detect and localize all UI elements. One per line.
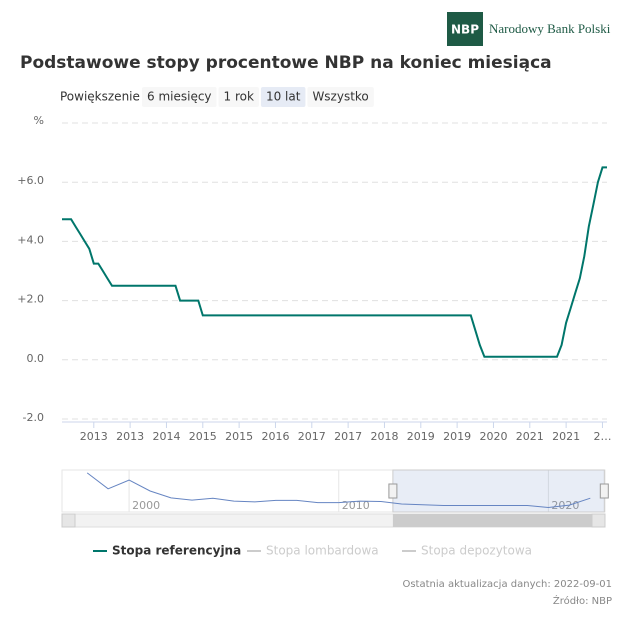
updated: Ostatnia aktualizacja danych: 2022-09-01 xyxy=(402,579,612,590)
chart-title: Podstawowe stopy procentowe NBP na konie… xyxy=(20,53,552,73)
x-tick-label: 2021 xyxy=(516,430,544,443)
x-tick-label: 2013 xyxy=(116,430,144,443)
navigator-handle[interactable] xyxy=(599,483,609,499)
range-button[interactable] xyxy=(260,87,306,107)
logo-box xyxy=(447,12,483,46)
navigator-handle[interactable] xyxy=(388,483,398,499)
x-tick-label: 2019 xyxy=(407,430,435,443)
series-line xyxy=(62,166,607,358)
legend-label[interactable]: Stopa lombardowa xyxy=(266,544,379,558)
x-tick-label: 2015 xyxy=(189,430,217,443)
scroll-left[interactable] xyxy=(61,513,76,528)
legend-label[interactable]: Stopa referencyjna xyxy=(112,544,241,558)
y-tick-label: +4.0 xyxy=(17,233,44,246)
x-tick-label: 2014 xyxy=(152,430,180,443)
scrollbar-thumb[interactable] xyxy=(392,514,605,527)
range-button-label[interactable]: 6 miesięcy xyxy=(147,90,212,104)
x-tick-label: 2019 xyxy=(443,430,471,443)
logo: NBP xyxy=(451,23,479,37)
y-tick-label: +6.0 xyxy=(17,174,44,187)
range-button[interactable] xyxy=(307,87,374,107)
range-button-label[interactable]: 1 rok xyxy=(224,90,254,104)
x-tick-label: 2013 xyxy=(80,430,108,443)
range-button-label[interactable]: Wszystko xyxy=(312,90,368,104)
range-label: Powiększenie xyxy=(60,90,140,104)
x-tick-label: 2018 xyxy=(370,430,398,443)
range-button[interactable] xyxy=(142,87,217,107)
y-axis-label: % xyxy=(34,114,44,127)
x-tick-label: 2017 xyxy=(334,430,362,443)
y-tick-label: 0.0 xyxy=(27,352,45,365)
bank-name: Narodowy Bank Polski xyxy=(489,21,611,36)
y-tick-label: +2.0 xyxy=(17,293,44,306)
range-button-label[interactable]: 10 lat xyxy=(266,90,301,104)
source: Źródło: NBP xyxy=(553,594,612,607)
y-tick-label: -2.0 xyxy=(23,411,44,424)
x-tick-label: 2016 xyxy=(261,430,289,443)
x-tick-label: 2017 xyxy=(298,430,326,443)
range-button[interactable] xyxy=(218,87,259,107)
x-tick-label: 2021 xyxy=(552,430,580,443)
x-tick-label: 2020 xyxy=(479,430,507,443)
x-tick-label: 2015 xyxy=(225,430,253,443)
legend-label[interactable]: Stopa depozytowa xyxy=(421,544,532,558)
scroll-right[interactable] xyxy=(591,513,606,528)
navigator-line xyxy=(86,472,591,509)
navigator-tick-label: 2000 xyxy=(132,499,160,512)
x-tick-label: 2… xyxy=(593,430,611,443)
